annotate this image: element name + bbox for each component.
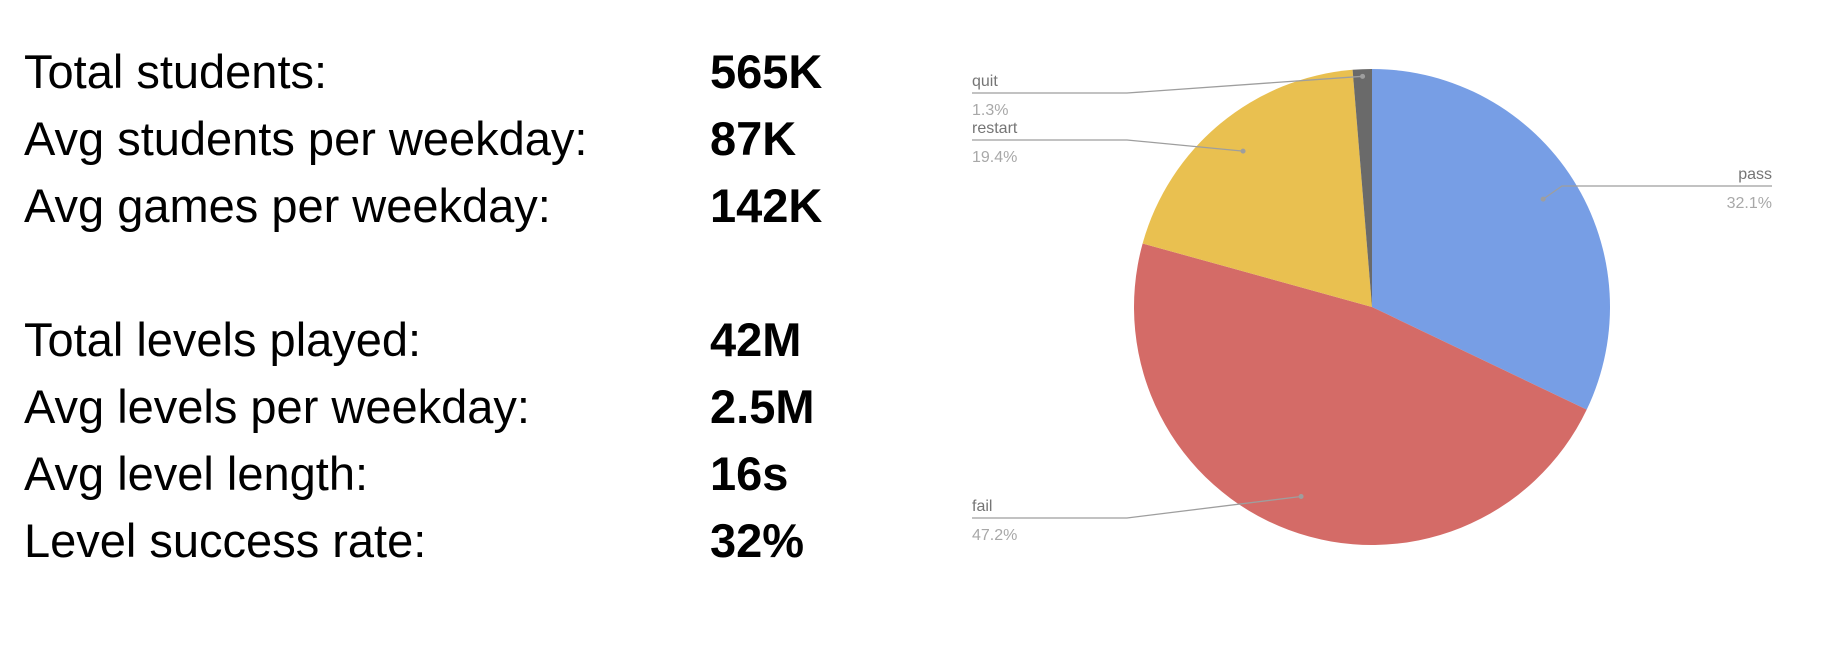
stat-row-avg-games-per-weekday: Avg games per weekday: 142K [24,176,884,236]
stat-label: Avg students per weekday: [24,112,588,165]
leader-dot [1540,196,1546,202]
stat-label: Avg games per weekday: [24,179,551,232]
slice-name-label: restart [972,120,1018,137]
stat-label: Total students: [24,45,328,98]
stat-value: 2.5M [710,380,815,433]
stat-row-total-students: Total students: 565K [24,42,884,102]
leader-dot [1298,493,1304,499]
leader-line [972,495,1302,519]
stat-value: 142K [710,179,823,232]
stat-label: Level success rate: [24,514,427,567]
slice-name-label: pass [1738,166,1772,183]
pie-label-quit: quit 1.3% [972,73,1366,119]
leader-line [972,75,1363,94]
pie-slice-pass [1372,69,1610,410]
stat-value: 565K [710,45,823,98]
pie-label-restart: restart 19.4% [972,120,1246,166]
slice-name-label: fail [972,498,992,515]
leader-line [972,139,1244,152]
pie-label-pass: pass 32.1% [1540,166,1772,212]
slice-percent-label: 32.1% [1727,195,1772,212]
slice-percent-label: 19.4% [972,149,1017,166]
stat-value: 16s [710,447,789,500]
stat-value: 32% [710,514,805,567]
stat-row-level-success-rate: Level success rate: 32% [24,511,884,571]
leader-line [1542,185,1772,200]
stat-row-total-levels-played: Total levels played: 42M [24,310,884,370]
pie-slice-restart [1142,69,1372,307]
pie-slice-fail [1134,243,1587,546]
stat-label: Avg levels per weekday: [24,380,530,433]
stat-row-avg-level-length: Avg level length: 16s [24,444,884,504]
pie-label-fail: fail 47.2% [972,493,1304,544]
slice-percent-label: 1.3% [972,102,1008,119]
leader-dot [1240,148,1246,154]
stat-value: 87K [710,112,797,165]
pie-chart-svg: pass 32.1% fail 47.2% restart 19.4% quit 1.3% [972,69,1772,546]
stat-label: Total levels played: [24,313,422,366]
pie-slice-quit [1352,69,1372,307]
slice-name-label: quit [972,73,998,90]
pie-chart: pass 32.1% fail 47.2% restart 19.4% quit 1.3% [940,0,1822,656]
stat-row-avg-students-per-weekday: Avg students per weekday: 87K [24,109,884,169]
slice-percent-label: 47.2% [972,527,1017,544]
stat-label: Avg level length: [24,447,369,500]
stat-value: 42M [710,313,802,366]
leader-dot [1360,73,1366,79]
stats-panel: Total students: 565K Avg students per we… [24,0,884,656]
stat-row-avg-levels-per-weekday: Avg levels per weekday: 2.5M [24,377,884,437]
